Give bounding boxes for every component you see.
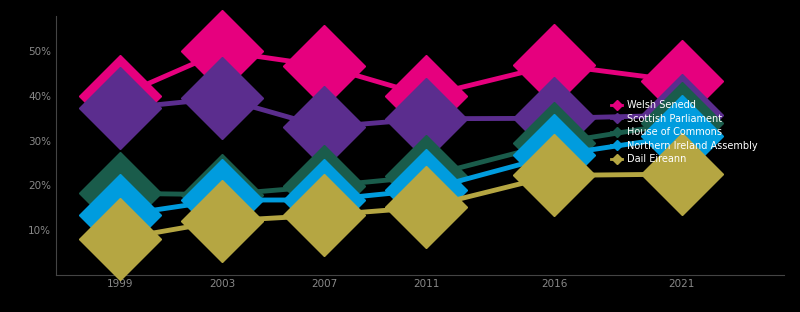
Legend: Welsh Senedd, Scottish Parliament, House of Commons, Northern Ireland Assembly, : Welsh Senedd, Scottish Parliament, House… bbox=[607, 96, 762, 168]
